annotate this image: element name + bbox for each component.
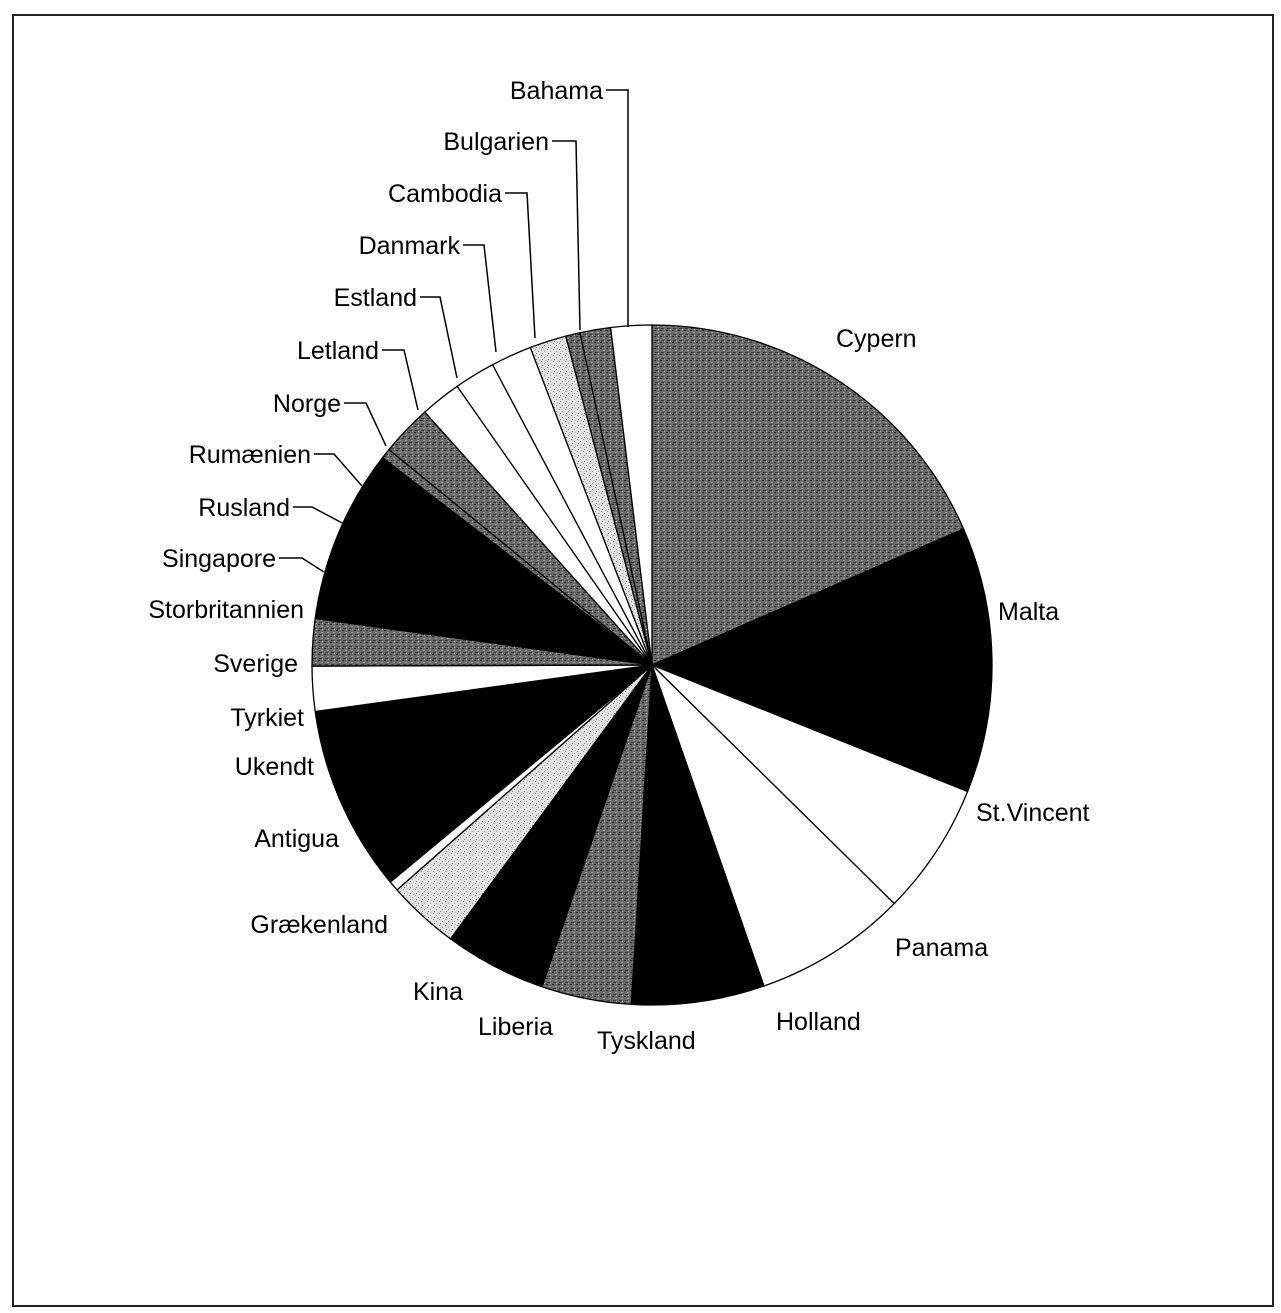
leader-line bbox=[293, 506, 347, 526]
leader-line bbox=[463, 244, 497, 353]
slice-label: Antigua bbox=[254, 825, 339, 853]
slice-label: Malta bbox=[998, 598, 1059, 626]
slice-label: Holland bbox=[776, 1008, 861, 1036]
leader-line bbox=[344, 402, 387, 447]
slice-label: Grækenland bbox=[250, 911, 388, 939]
slice-label: Bahama bbox=[510, 77, 603, 105]
slice-label: Storbritannien bbox=[148, 596, 304, 624]
slice-label: Rusland bbox=[198, 494, 290, 522]
leader-lines bbox=[279, 89, 629, 573]
slice-label: Estland bbox=[334, 284, 417, 312]
slice-label: Singapore bbox=[162, 545, 276, 573]
slice-label: Liberia bbox=[478, 1013, 553, 1041]
slice-label: Tyrkiet bbox=[230, 704, 304, 732]
pie-slice-panama bbox=[651, 664, 896, 987]
slice-label: Rumænien bbox=[189, 441, 311, 469]
slice-label: Bulgarien bbox=[443, 128, 549, 156]
pie-slice-st-vincent bbox=[651, 664, 969, 905]
slice-label: Panama bbox=[895, 934, 988, 962]
leader-line bbox=[420, 296, 458, 379]
slice-label: Cypern bbox=[836, 325, 917, 353]
leader-line bbox=[552, 140, 581, 331]
pie-slice-singapore bbox=[320, 456, 653, 666]
leader-line bbox=[382, 349, 419, 411]
slice-label: Danmark bbox=[359, 232, 461, 260]
leader-line bbox=[314, 453, 363, 487]
leader-line bbox=[279, 557, 325, 573]
slice-label: Kina bbox=[413, 978, 463, 1006]
slice-label: St.Vincent bbox=[976, 799, 1090, 827]
pie-slices bbox=[311, 324, 993, 1006]
pie-slice-malta bbox=[650, 528, 993, 793]
pie-slice-antigua bbox=[314, 664, 655, 883]
slice-label: Norge bbox=[273, 390, 341, 418]
pie-slice-cypern bbox=[651, 324, 965, 666]
slice-label: Sverige bbox=[213, 650, 298, 678]
slice-label: Letland bbox=[297, 337, 379, 365]
slice-label: Tyskland bbox=[597, 1027, 696, 1055]
leader-line bbox=[505, 192, 536, 339]
slice-label: Ukendt bbox=[235, 753, 314, 781]
slice-labels: Cypern Malta St.Vincent Panama Holland Tyskla… bbox=[148, 77, 1089, 1055]
pie-slice-bahama bbox=[609, 324, 653, 666]
leader-line bbox=[606, 89, 629, 327]
slice-label: Cambodia bbox=[388, 180, 502, 208]
pie-slice-holland bbox=[630, 664, 765, 1006]
